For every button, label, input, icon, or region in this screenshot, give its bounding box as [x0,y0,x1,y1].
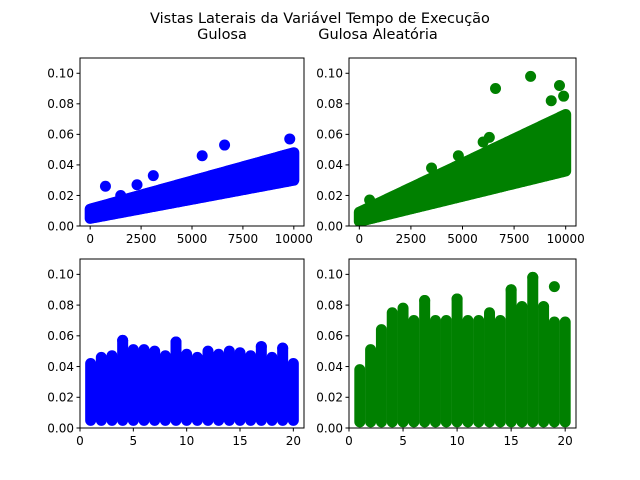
x-tick-label: 7500 [228,232,259,246]
y-tick-label: 0.06 [47,128,74,142]
x-tick-label: 0 [345,434,353,448]
scatter-points [85,334,299,426]
scatter-point [538,301,550,313]
x-tick-label: 20 [558,434,573,448]
y-tick-label: 0.06 [316,329,343,343]
x-tick-label: 7500 [499,232,530,246]
subplot-top-right: 0.00 0.02 0.04 0.06 0.08 0.10 0 2500 5000 7500 100… [316,57,585,246]
scatter-point [553,79,565,91]
scatter-point [284,133,296,145]
scatter-point [426,162,438,174]
x-tick-label: 0 [76,434,84,448]
y-tick-label: 0.00 [47,219,74,233]
y-tick-label: 0.08 [316,298,343,312]
x-tick-label: 5000 [447,232,478,246]
x-tick-label: 15 [232,434,247,448]
y-tick-label: 0.10 [47,268,74,282]
scatter-point [419,294,431,306]
x-tick-label: 5000 [177,232,208,246]
y-tick-label: 0.00 [316,219,343,233]
y-tick-label: 0.00 [316,421,343,435]
scatter-point [548,281,560,293]
x-tick-label: 20 [286,434,301,448]
scatter-point [505,284,517,296]
scatter-point [255,341,267,353]
x-tick-label: 0 [355,232,363,246]
y-tick-label: 0.02 [316,189,343,203]
figure-title: Vistas Laterais da Variável Tempo de Exe… [150,11,490,27]
subplot-top-left: 0.00 0.02 0.04 0.06 0.08 0.10 0 2500 5000 7500 100… [47,57,313,246]
x-tick-label: 2500 [126,232,157,246]
scatter-point [219,139,231,151]
y-tick-label: 0.10 [316,268,343,282]
x-tick-label: 2500 [396,232,427,246]
y-tick-label: 0.04 [316,158,343,172]
y-tick-label: 0.04 [47,360,74,374]
y-tick-label: 0.00 [47,421,74,435]
y-tick-label: 0.06 [316,128,343,142]
scatter-point [364,194,376,206]
scatter-points [84,133,300,224]
y-tick-label: 0.02 [47,391,74,405]
scatter-point [490,83,502,95]
y-tick-label: 0.04 [316,360,343,374]
scatter-point [451,293,463,305]
scatter-point [558,90,570,102]
x-tick-label: 10 [449,434,464,448]
axes-frame [79,258,305,429]
scatter-point [452,150,464,162]
subplot-bottom-left: 0.00 0.02 0.04 0.06 0.08 0.10 0 5 10 15 20 [47,258,305,448]
y-tick-label: 0.06 [47,329,74,343]
scatter-points [354,271,571,428]
x-tick-label: 5 [130,434,138,448]
subplot-bottom-right: 0.00 0.02 0.04 0.06 0.08 0.10 0 5 10 15 20 [316,258,577,448]
scatter-point [527,271,539,283]
scatter-point [277,342,289,354]
scatter-point [545,95,557,107]
x-tick-label: 10000 [547,232,585,246]
subplots: 0.000.020.040.060.080.100 2500 5000 7500 100… [47,57,585,448]
y-tick-label: 0.08 [316,97,343,111]
scatter-point [115,189,127,201]
y-tick-label: 0.02 [316,391,343,405]
x-tick-label: 15 [504,434,519,448]
y-tick-label: 0.04 [47,158,74,172]
scatter-point [117,334,129,346]
x-tick-label: 10 [179,434,194,448]
y-tick-label: 0.10 [47,67,74,81]
y-tick-label: 0.08 [47,97,74,111]
x-tick-label: 5 [399,434,407,448]
scatter-point [516,301,528,313]
scatter-point [196,150,208,162]
axes-frame [348,258,577,429]
scatter-point [170,336,182,348]
y-tick-label: 0.02 [47,189,74,203]
y-tick-label: 0.10 [316,67,343,81]
x-tick-label: 0 [86,232,94,246]
scatter-point [99,180,111,192]
y-tick-label: 0.08 [47,298,74,312]
figure-subtitle-gulosa: Gulosa [197,27,247,43]
scatter-point [147,170,159,182]
figure-subtitle-gulosa-aleatoria: Gulosa Aleatória [318,27,438,43]
scatter-point [131,179,143,191]
scatter-point [525,70,537,82]
scatter-points [353,70,572,226]
x-tick-label: 10000 [275,232,313,246]
scatter-point [483,131,495,143]
